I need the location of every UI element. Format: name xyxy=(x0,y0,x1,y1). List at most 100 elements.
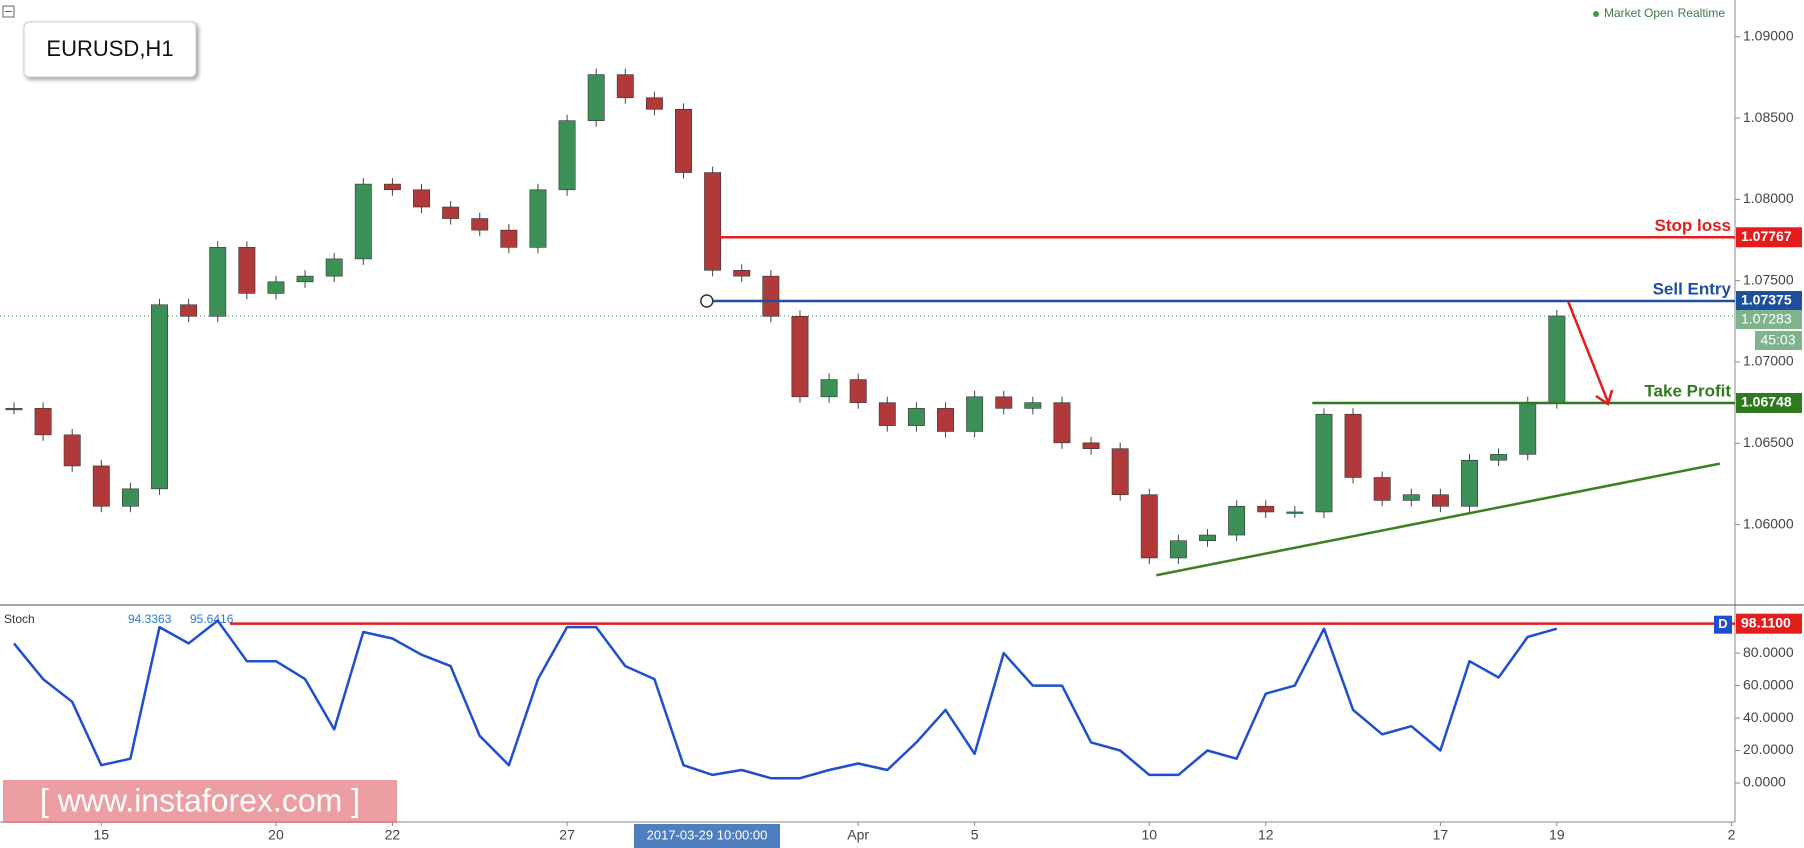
y-tick-label: 1.09000 xyxy=(1743,27,1794,43)
candle xyxy=(1228,505,1246,536)
candle xyxy=(704,172,722,271)
candle xyxy=(1082,442,1100,449)
plot xyxy=(0,68,1735,577)
candle xyxy=(1169,540,1187,559)
candle xyxy=(296,275,314,283)
symbol-box xyxy=(23,21,197,78)
price-label: 98.1100 xyxy=(1741,614,1791,630)
watermark: [ www.instaforex.com ] xyxy=(40,782,360,818)
candle xyxy=(645,97,663,110)
candle xyxy=(1548,315,1566,403)
y-tick-label: 40.0000 xyxy=(1743,709,1794,725)
candle xyxy=(675,108,692,173)
x-tick-label: 15 xyxy=(94,827,110,843)
watermark-box xyxy=(3,780,397,823)
crosshair-label: 2017-03-29 10:00:00 xyxy=(647,827,768,842)
candle xyxy=(587,74,605,121)
candle xyxy=(238,247,256,294)
status-dot xyxy=(1593,11,1599,17)
entry-marker xyxy=(700,294,714,308)
market-status: Market Open xyxy=(1604,6,1673,20)
candle xyxy=(413,189,430,208)
indicator-name: Stoch xyxy=(4,612,35,626)
candle xyxy=(1402,494,1420,501)
y-tick-label: 1.07000 xyxy=(1743,353,1794,369)
crosshair-box xyxy=(634,824,780,848)
candle xyxy=(121,488,139,507)
candle xyxy=(1024,402,1042,409)
candle xyxy=(34,408,52,436)
chart-title: EURUSD,H1 xyxy=(46,36,173,61)
y-tick-label: 0.0000 xyxy=(1743,774,1786,790)
collapse-icon[interactable] xyxy=(2,5,15,18)
price-label-box xyxy=(1736,309,1802,329)
marker-label: D xyxy=(1718,616,1727,631)
candle xyxy=(1053,402,1071,444)
x-tick-label: 2 xyxy=(1728,827,1736,843)
candle xyxy=(616,74,634,99)
candle xyxy=(1111,448,1129,496)
y-tick-label: 20.0000 xyxy=(1743,741,1794,757)
y-tick-label: 60.0000 xyxy=(1743,676,1794,692)
price-label: 1.07375 xyxy=(1741,292,1792,308)
x-tick-label: 20 xyxy=(268,827,284,843)
price-label: 1.07767 xyxy=(1741,228,1792,244)
candle xyxy=(325,258,343,277)
candle xyxy=(151,304,168,490)
indicator-readout: 95.6416 xyxy=(190,612,234,626)
x-tick-label: Apr xyxy=(847,827,869,843)
price-label-box xyxy=(1736,227,1802,248)
x-tick-label: 22 xyxy=(385,827,401,843)
price-label-box xyxy=(1736,291,1802,312)
y-tick-label: 1.06500 xyxy=(1743,434,1794,450)
candle xyxy=(442,206,460,219)
trendline xyxy=(1156,462,1721,577)
candle xyxy=(1519,402,1537,455)
candle xyxy=(1373,477,1391,501)
candle xyxy=(471,218,489,231)
candle xyxy=(1461,459,1478,507)
candle xyxy=(529,189,547,248)
level-name: Sell Entry xyxy=(1653,280,1732,299)
candle xyxy=(267,281,285,294)
candle xyxy=(383,183,401,191)
candle xyxy=(1315,413,1333,513)
candle xyxy=(1490,454,1508,461)
candle xyxy=(907,408,925,426)
candle xyxy=(500,229,518,248)
x-tick-label: 17 xyxy=(1433,827,1449,843)
y-tick-label: 1.08500 xyxy=(1743,109,1794,125)
x-tick-label: 19 xyxy=(1549,827,1565,843)
candle xyxy=(1286,511,1304,514)
feed-status: Realtime xyxy=(1678,6,1726,20)
candle xyxy=(354,183,372,260)
candle xyxy=(92,465,110,507)
candle xyxy=(558,120,576,191)
x-tick-label: 12 xyxy=(1258,827,1274,843)
candle xyxy=(1140,494,1158,559)
candle xyxy=(180,304,198,317)
indicator-readout: 94.3363 xyxy=(128,612,172,626)
arrow xyxy=(1566,300,1614,406)
y-tick-label: 1.07500 xyxy=(1743,271,1794,287)
price-label-box xyxy=(1736,613,1802,634)
candle xyxy=(762,275,780,317)
candle xyxy=(1431,494,1449,507)
x-tick-label: 5 xyxy=(971,827,979,843)
marker-box xyxy=(1714,615,1732,634)
candle xyxy=(937,408,954,432)
x-tick-label: 10 xyxy=(1142,827,1158,843)
candle xyxy=(1257,505,1275,513)
y-tick-label: 80.0000 xyxy=(1743,644,1794,660)
candle xyxy=(849,379,867,403)
candle xyxy=(878,402,896,426)
x-tick-label: 27 xyxy=(559,827,575,843)
candle xyxy=(966,396,984,432)
price-label: 1.06748 xyxy=(1741,394,1792,410)
price-label: 1.07283 xyxy=(1741,311,1792,327)
level-name: Take Profit xyxy=(1644,381,1731,400)
candle xyxy=(1199,534,1216,542)
candle xyxy=(63,434,81,467)
price-label-box xyxy=(1736,392,1802,413)
